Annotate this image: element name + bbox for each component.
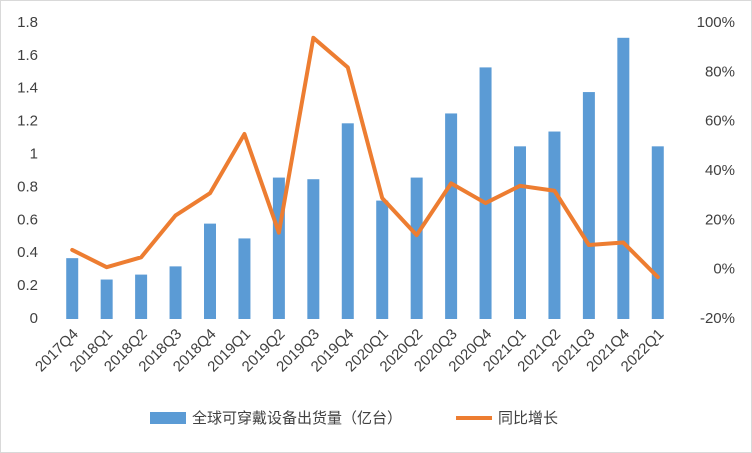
- line: [70, 35, 660, 280]
- y-tick-label: 0.4: [17, 244, 38, 261]
- y-tick-label: 0: [30, 310, 38, 327]
- legend-label: 全球可穿戴设备出货量（亿台）: [192, 409, 402, 427]
- y2-tick-label: -20%: [700, 310, 735, 327]
- y-tick-label: 0.8: [17, 178, 38, 195]
- bar: [617, 37, 630, 320]
- y-tick-label: 0.6: [17, 211, 38, 228]
- y-tick-label: 1.2: [17, 113, 38, 130]
- y2-tick-label: 0%: [713, 261, 735, 278]
- y2-tick-label: 80%: [705, 63, 735, 80]
- bar: [445, 113, 458, 319]
- bar: [100, 279, 113, 319]
- y-tick-label: 1.6: [17, 47, 38, 64]
- bar: [204, 223, 216, 319]
- y-tick-label: 1: [30, 146, 38, 163]
- bar: [651, 146, 664, 319]
- bar: [376, 200, 389, 319]
- y-tick-label: 0.2: [17, 277, 38, 294]
- y-tick-label: 1.8: [17, 14, 38, 31]
- bar: [479, 67, 492, 320]
- y-tick-label: 1.4: [17, 80, 38, 97]
- bar: [582, 92, 595, 319]
- bar: [514, 146, 526, 319]
- bar: [548, 131, 561, 319]
- y2-tick-label: 100%: [697, 14, 735, 31]
- legend-label: 同比增长: [498, 410, 558, 427]
- bar: [341, 123, 354, 319]
- bar: [135, 274, 148, 319]
- bar: [66, 258, 79, 319]
- bar: [238, 238, 251, 319]
- y2-tick-label: 20%: [705, 211, 735, 228]
- bar: [169, 266, 182, 319]
- bar: [307, 179, 320, 319]
- legend-swatch: [150, 412, 186, 424]
- y2-tick-label: 60%: [705, 113, 735, 130]
- bar: [410, 177, 423, 319]
- y2-tick-label: 40%: [705, 162, 735, 179]
